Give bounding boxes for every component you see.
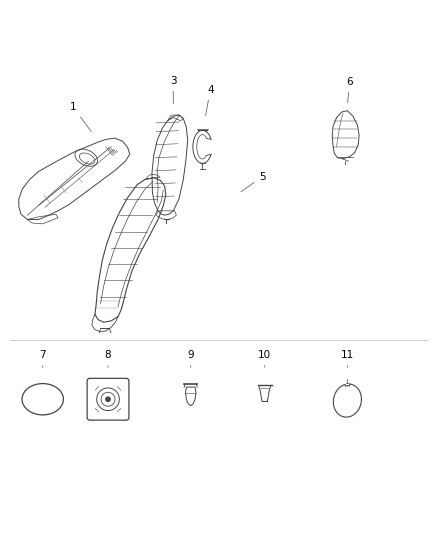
Text: 8: 8 (105, 350, 111, 367)
Text: 1: 1 (70, 102, 91, 132)
Text: 7: 7 (39, 350, 46, 367)
Text: 3: 3 (170, 76, 177, 103)
Text: 10: 10 (258, 350, 271, 367)
Text: 5: 5 (241, 172, 266, 192)
Circle shape (106, 397, 110, 401)
Text: 6: 6 (346, 77, 353, 103)
Text: 9: 9 (187, 350, 194, 367)
Text: 11: 11 (341, 350, 354, 367)
Text: 4: 4 (205, 85, 214, 116)
